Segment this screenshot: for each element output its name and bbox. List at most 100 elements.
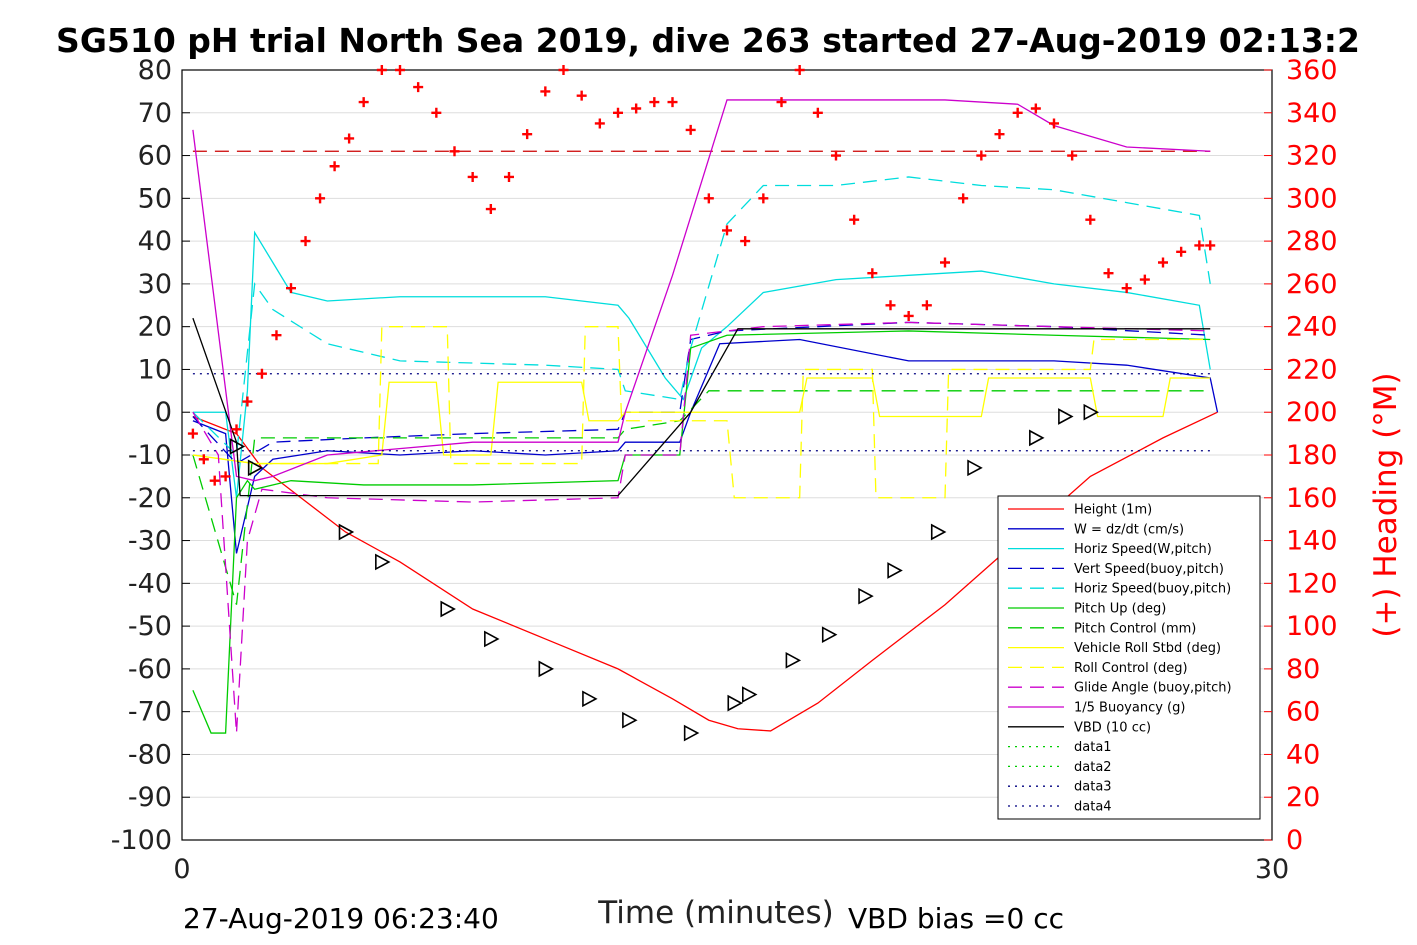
right-tick-label: 140 — [1286, 526, 1338, 557]
legend-entry: Pitch Control (mm) — [1074, 621, 1196, 636]
heading-point — [1012, 107, 1023, 118]
height-marker — [858, 587, 874, 605]
x-tick-label: 0 — [173, 854, 190, 885]
heading-point — [649, 97, 660, 108]
y-tick-label: -80 — [128, 739, 172, 770]
heading-point — [976, 150, 987, 161]
right-tick-label: 120 — [1286, 568, 1338, 599]
heading-point — [722, 225, 732, 236]
height-marker — [247, 459, 264, 477]
heading-point — [1205, 240, 1216, 251]
height-marker — [375, 553, 391, 571]
heading-point — [921, 300, 932, 311]
height-marker — [930, 523, 947, 541]
series-line-9 — [192, 321, 1211, 734]
right-tick-label: 40 — [1286, 739, 1320, 770]
heading-point — [467, 171, 478, 182]
heading-point — [1030, 103, 1041, 114]
x-axis-label: Time (minutes) — [597, 895, 833, 931]
heading-point — [271, 330, 282, 341]
right-tick-label: 0 — [1286, 825, 1303, 856]
heading-point — [631, 103, 642, 114]
right-tick-label: 160 — [1286, 483, 1338, 514]
series-line-6 — [192, 390, 1211, 605]
right-tick-label: 340 — [1286, 98, 1338, 129]
heading-point — [940, 257, 950, 268]
series-line-8 — [192, 326, 1211, 499]
legend-entry: data1 — [1074, 740, 1112, 755]
heading-point — [1139, 274, 1150, 285]
heading-point — [1085, 214, 1096, 225]
heading-point — [994, 129, 1005, 140]
right-tick-label: 300 — [1286, 183, 1338, 214]
heading-point — [286, 283, 296, 294]
legend-entry: Height (1m) — [1074, 503, 1152, 518]
legend: Height (1m) W = dz/dt (cm/s) Horiz Speed(W… — [997, 495, 1261, 820]
legend-box — [997, 495, 1261, 820]
y-tick-label: 60 — [138, 141, 172, 172]
heading-point — [867, 268, 878, 279]
series-line-1 — [192, 338, 1219, 554]
heading-point — [300, 236, 311, 247]
heading-point — [256, 368, 267, 379]
heading-point — [703, 193, 714, 204]
heading-point — [358, 97, 369, 108]
height-marker — [538, 660, 555, 678]
height-marker — [229, 438, 246, 455]
height-marker — [440, 600, 456, 618]
heading-point — [594, 118, 605, 129]
footer-timestamp: 27-Aug-2019 06:23:40 — [183, 902, 499, 935]
right-tick-label: 180 — [1286, 440, 1338, 471]
legend-entry: data3 — [1074, 780, 1112, 795]
right-tick-label: 200 — [1286, 397, 1338, 428]
heading-point — [413, 82, 424, 93]
height-marker — [887, 562, 903, 579]
right-tick-label: 20 — [1286, 782, 1320, 813]
heading-markers — [187, 65, 1216, 486]
y-tick-label: 80 — [138, 55, 172, 86]
height-marker — [582, 690, 598, 708]
y-tick-label: 30 — [138, 269, 172, 300]
heading-point — [903, 310, 914, 321]
heading-point — [344, 133, 355, 144]
heading-point — [758, 193, 769, 204]
height-marker — [821, 626, 838, 644]
chart-title: SG510 pH trial North Sea 2019, dive 263 … — [56, 21, 1360, 60]
heading-point — [522, 129, 533, 140]
height-marker — [741, 686, 758, 703]
heading-point — [242, 396, 253, 407]
legend-entry: Horiz Speed(W,pitch) — [1074, 542, 1212, 557]
heading-point — [1158, 257, 1168, 268]
legend-entry: Glide Angle (buoy,pitch) — [1074, 681, 1232, 696]
height-marker — [785, 651, 802, 669]
y-tick-label: -10 — [128, 440, 172, 471]
heading-point — [958, 193, 969, 204]
y-tick-label: 10 — [138, 354, 172, 385]
legend-entry: W = dz/dt (cm/s) — [1074, 522, 1184, 537]
heading-point — [431, 107, 442, 118]
height-marker — [683, 724, 700, 742]
legend-entry: VBD (10 cc) — [1074, 720, 1151, 735]
y-tick-label: -100 — [111, 825, 172, 856]
y-tick-label: -30 — [128, 526, 172, 557]
y-tick-label: -90 — [128, 782, 172, 813]
heading-point — [558, 65, 569, 75]
heading-point — [504, 171, 514, 182]
series-line-4 — [192, 176, 1211, 457]
heading-point — [667, 97, 678, 108]
right-tick-label: 80 — [1286, 654, 1320, 685]
heading-point — [329, 161, 340, 172]
heading-point — [315, 193, 326, 204]
right-tick-label: 220 — [1286, 354, 1338, 385]
legend-entry: 1/5 Buoyancy (g) — [1074, 701, 1185, 716]
right-tick-label: 240 — [1286, 312, 1338, 343]
heading-point — [576, 90, 587, 101]
legend-entry: data4 — [1074, 800, 1112, 815]
heading-point — [395, 65, 405, 75]
legend-entry: Pitch Up (deg) — [1074, 602, 1166, 617]
heading-point — [376, 65, 387, 75]
y-tick-label: 40 — [138, 226, 172, 257]
heading-point — [198, 454, 209, 465]
heading-point — [540, 86, 551, 97]
